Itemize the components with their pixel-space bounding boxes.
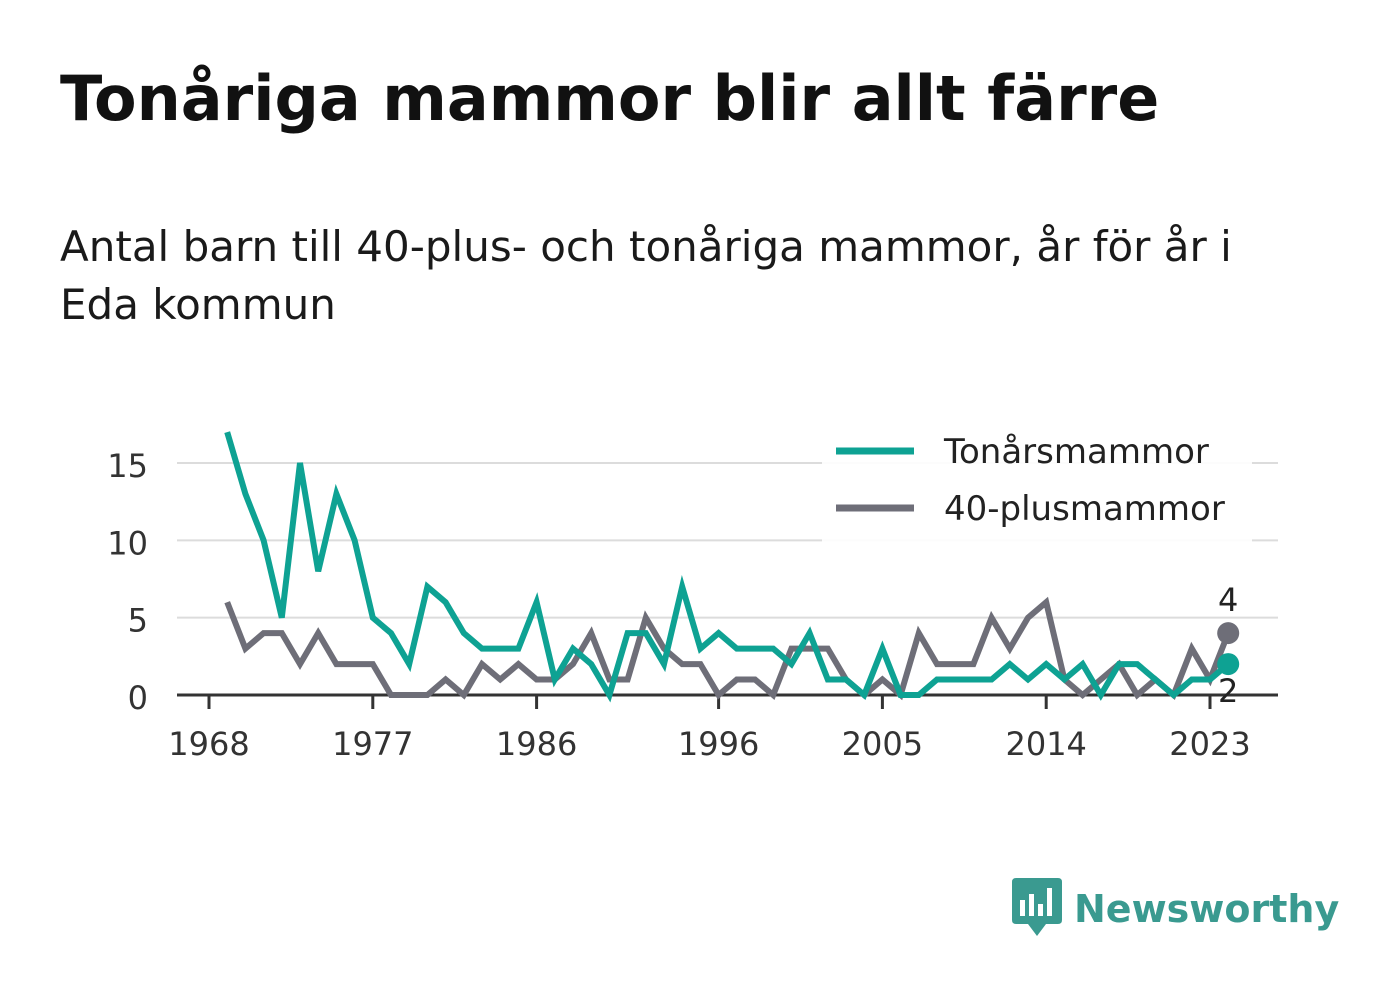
series-line-40-plusmammor — [224, 596, 1231, 701]
legend-background — [822, 426, 1252, 542]
y-tick-label: 0 — [128, 679, 148, 717]
x-tick-label: 2005 — [842, 725, 923, 763]
end-markers: 42 — [1217, 581, 1240, 710]
legend: Tonårsmammor 40-plusmammor — [822, 426, 1252, 542]
newsworthy-logo-icon — [1012, 878, 1062, 940]
end-value-label: 4 — [1218, 581, 1238, 619]
y-axis-ticks: 0 5 10 15 — [107, 447, 148, 717]
x-tick-label: 2023 — [1169, 725, 1250, 763]
x-tick-label: 1996 — [678, 725, 759, 763]
chart-title: Tonåriga mammor blir allt färre — [60, 62, 1160, 135]
y-tick-label: 5 — [128, 602, 148, 640]
legend-label: Tonårsmammor — [943, 432, 1209, 472]
end-value-label: 2 — [1218, 672, 1238, 710]
legend-label: 40-plusmammor — [944, 489, 1225, 529]
series-lines — [224, 431, 1231, 703]
brand-name: Newsworthy — [1074, 887, 1340, 931]
x-axis-ticks: 1968 1977 1986 1996 2005 2014 2023 — [168, 695, 1251, 763]
series-line-tonarsmammor — [224, 431, 1231, 703]
chart-subtitle: Antal barn till 40-plus- och tonåriga ma… — [60, 222, 1232, 329]
y-tick-label: 10 — [107, 524, 148, 562]
x-tick-label: 1986 — [496, 725, 577, 763]
x-tick-label: 1977 — [332, 725, 413, 763]
x-tick-label: 2014 — [1005, 725, 1086, 763]
end-point-marker — [1217, 622, 1240, 645]
newsworthy-brand: Newsworthy — [1012, 878, 1339, 940]
y-tick-label: 15 — [107, 447, 148, 485]
x-tick-label: 1968 — [168, 725, 249, 763]
end-point-marker — [1217, 653, 1240, 676]
